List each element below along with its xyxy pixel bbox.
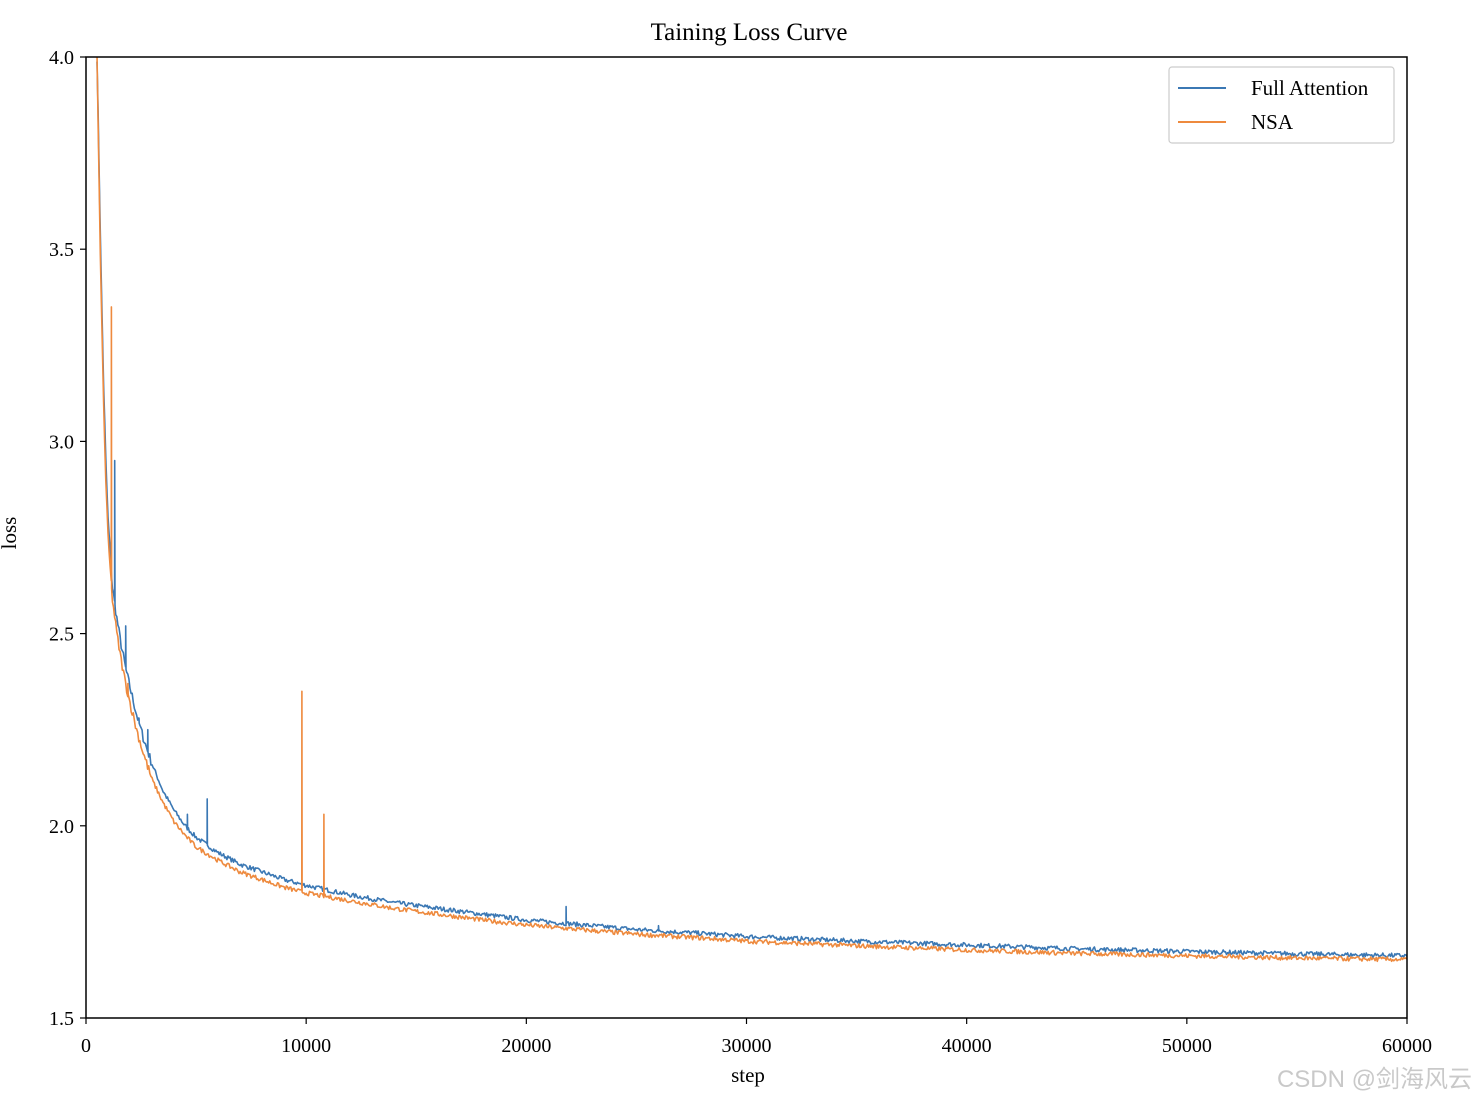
x-axis-label: step	[731, 1063, 765, 1087]
legend-label: Full Attention	[1251, 76, 1369, 100]
x-tick-label: 20000	[501, 1035, 551, 1057]
x-tick-label: 30000	[722, 1035, 772, 1057]
series-line-full-attention	[96, 61, 1407, 959]
y-axis-label: loss	[0, 517, 21, 550]
legend-box	[1168, 66, 1395, 144]
plot-frame	[85, 56, 1408, 1019]
legend: Full Attention NSA	[1168, 66, 1395, 144]
y-tick-label: 2.5	[49, 624, 74, 646]
watermark: CSDN @剑海风云	[1276, 1066, 1472, 1093]
legend-label: NSA	[1251, 110, 1294, 134]
y-tick-label: 3.5	[49, 239, 74, 261]
y-tick-label: 1.5	[49, 1008, 74, 1030]
y-tick-label: 4.0	[49, 47, 74, 69]
chart-title: Taining Loss Curve	[651, 19, 848, 46]
x-tick-label: 40000	[942, 1035, 992, 1057]
x-tick-label: 60000	[1382, 1035, 1432, 1057]
x-tick-label: 50000	[1162, 1035, 1212, 1057]
series-line-nsa	[96, 57, 1407, 963]
y-tick-label: 2.0	[49, 816, 74, 838]
x-tick-label: 10000	[281, 1035, 331, 1057]
x-tick-label: 0	[81, 1035, 91, 1057]
y-tick-label: 3.0	[49, 431, 74, 453]
